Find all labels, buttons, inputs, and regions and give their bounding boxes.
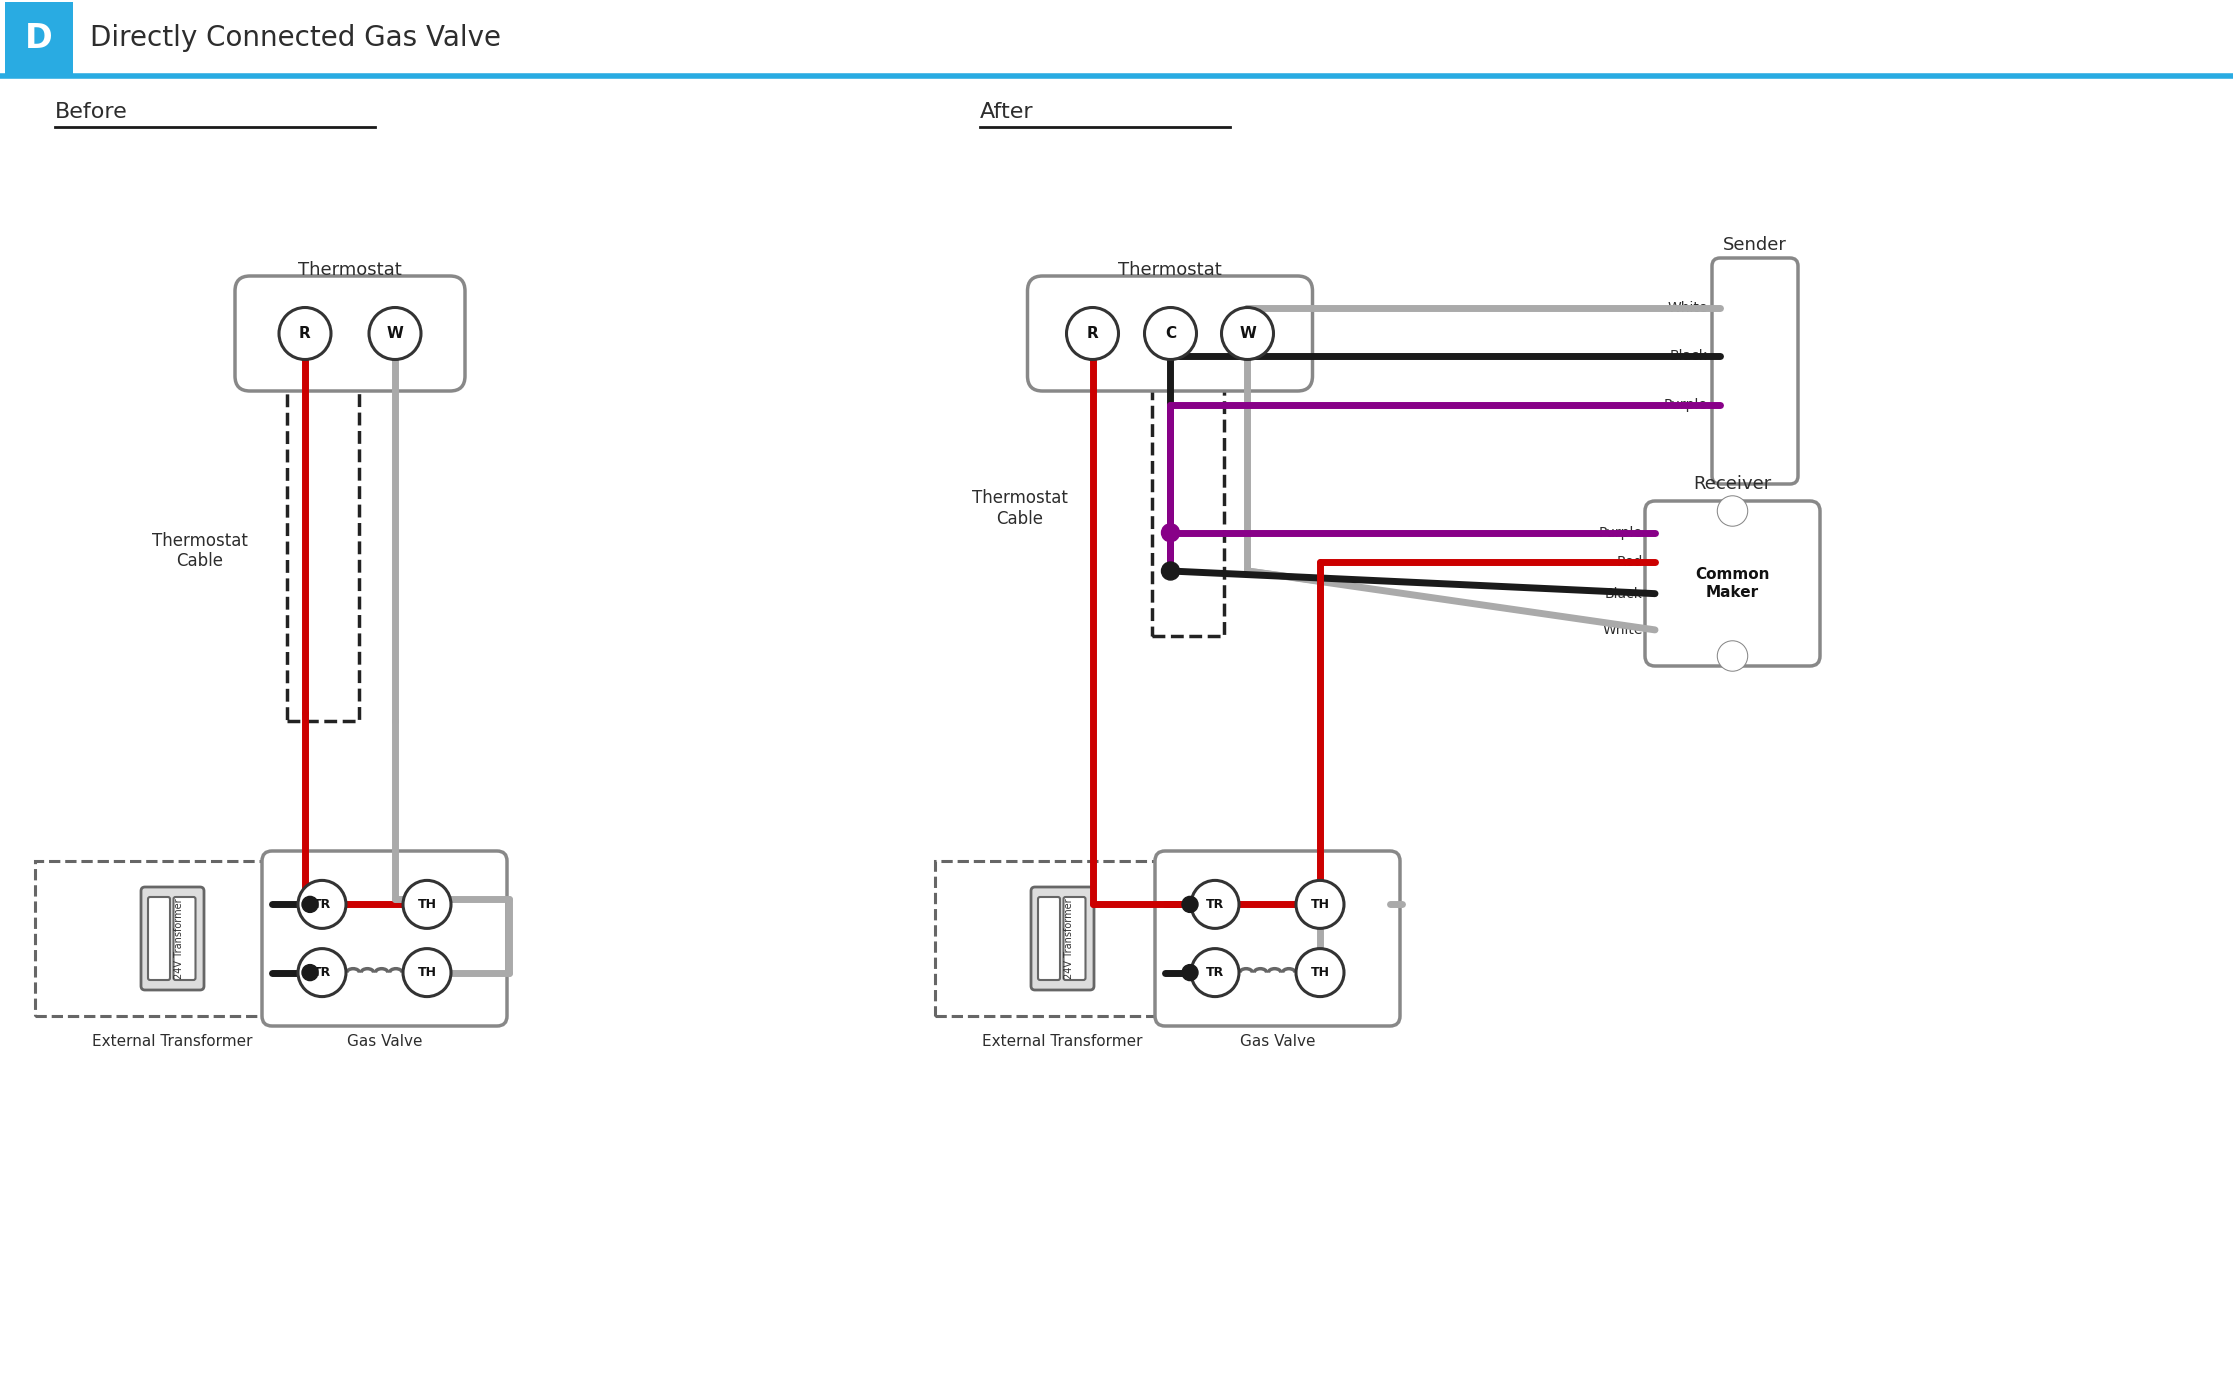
Text: W: W bbox=[1239, 326, 1255, 341]
Text: W: W bbox=[386, 326, 404, 341]
Text: D: D bbox=[25, 22, 54, 55]
Circle shape bbox=[1719, 497, 1746, 526]
Bar bbox=[936, 861, 1190, 1015]
FancyBboxPatch shape bbox=[147, 897, 170, 980]
Circle shape bbox=[1221, 307, 1273, 359]
Circle shape bbox=[1190, 948, 1239, 996]
Text: TH: TH bbox=[418, 966, 435, 980]
Text: Black: Black bbox=[1670, 350, 1708, 363]
Text: Purple: Purple bbox=[1599, 526, 1643, 539]
FancyBboxPatch shape bbox=[174, 897, 197, 980]
Bar bbox=[288, 381, 360, 721]
Text: Common
Maker: Common Maker bbox=[1695, 567, 1771, 600]
FancyBboxPatch shape bbox=[1038, 897, 1061, 980]
Text: 24V Transformer: 24V Transformer bbox=[1063, 899, 1074, 978]
Text: External Transformer: External Transformer bbox=[983, 1033, 1143, 1049]
Text: Thermostat
Cable: Thermostat Cable bbox=[971, 488, 1067, 528]
Circle shape bbox=[1295, 948, 1344, 996]
FancyBboxPatch shape bbox=[141, 888, 203, 989]
FancyBboxPatch shape bbox=[234, 277, 464, 391]
Text: Red: Red bbox=[1617, 555, 1643, 568]
Circle shape bbox=[301, 896, 317, 912]
FancyBboxPatch shape bbox=[1646, 501, 1820, 666]
FancyBboxPatch shape bbox=[1713, 259, 1798, 484]
Circle shape bbox=[279, 307, 330, 359]
Circle shape bbox=[297, 881, 346, 929]
Circle shape bbox=[1161, 524, 1179, 542]
Circle shape bbox=[1719, 643, 1746, 670]
Text: Receiver: Receiver bbox=[1693, 475, 1771, 493]
Text: 24V Transformer: 24V Transformer bbox=[174, 899, 183, 978]
Text: C: C bbox=[1166, 326, 1177, 341]
Text: External Transformer: External Transformer bbox=[92, 1033, 252, 1049]
Circle shape bbox=[402, 881, 451, 929]
Text: After: After bbox=[980, 102, 1034, 122]
Circle shape bbox=[1067, 307, 1119, 359]
Text: TR: TR bbox=[1206, 966, 1224, 980]
FancyBboxPatch shape bbox=[1063, 897, 1085, 980]
Text: TR: TR bbox=[1206, 899, 1224, 911]
Circle shape bbox=[1181, 896, 1197, 912]
Text: Directly Connected Gas Valve: Directly Connected Gas Valve bbox=[89, 23, 500, 52]
Circle shape bbox=[1190, 881, 1239, 929]
Text: Sender: Sender bbox=[1724, 237, 1786, 255]
FancyBboxPatch shape bbox=[1027, 277, 1313, 391]
Circle shape bbox=[1161, 561, 1179, 581]
Text: Purple: Purple bbox=[1664, 398, 1708, 411]
FancyBboxPatch shape bbox=[4, 1, 74, 74]
FancyBboxPatch shape bbox=[1032, 888, 1094, 989]
Text: Before: Before bbox=[56, 102, 127, 122]
Text: Thermostat: Thermostat bbox=[1119, 261, 1221, 279]
Circle shape bbox=[1181, 965, 1197, 981]
Text: Gas Valve: Gas Valve bbox=[346, 1033, 422, 1049]
Circle shape bbox=[1719, 497, 1746, 526]
Circle shape bbox=[368, 307, 422, 359]
Text: Gas Valve: Gas Valve bbox=[1239, 1033, 1315, 1049]
Bar bbox=[36, 861, 310, 1015]
Text: TR: TR bbox=[313, 899, 330, 911]
Text: Black: Black bbox=[1606, 586, 1643, 601]
Text: Thermostat: Thermostat bbox=[299, 261, 402, 279]
Text: R: R bbox=[299, 326, 310, 341]
Text: TH: TH bbox=[1311, 899, 1329, 911]
Circle shape bbox=[1719, 643, 1746, 670]
Text: TH: TH bbox=[1311, 966, 1329, 980]
FancyBboxPatch shape bbox=[261, 850, 507, 1026]
Text: TH: TH bbox=[418, 899, 435, 911]
FancyBboxPatch shape bbox=[1154, 850, 1400, 1026]
Circle shape bbox=[301, 965, 317, 981]
Text: R: R bbox=[1087, 326, 1099, 341]
Circle shape bbox=[1295, 881, 1344, 929]
Text: White: White bbox=[1668, 301, 1708, 315]
Text: TR: TR bbox=[313, 966, 330, 980]
Circle shape bbox=[1146, 307, 1197, 359]
Circle shape bbox=[297, 948, 346, 996]
Text: White: White bbox=[1603, 623, 1643, 637]
Text: Thermostat
Cable: Thermostat Cable bbox=[152, 531, 248, 571]
Circle shape bbox=[402, 948, 451, 996]
Bar bbox=[1152, 381, 1224, 636]
